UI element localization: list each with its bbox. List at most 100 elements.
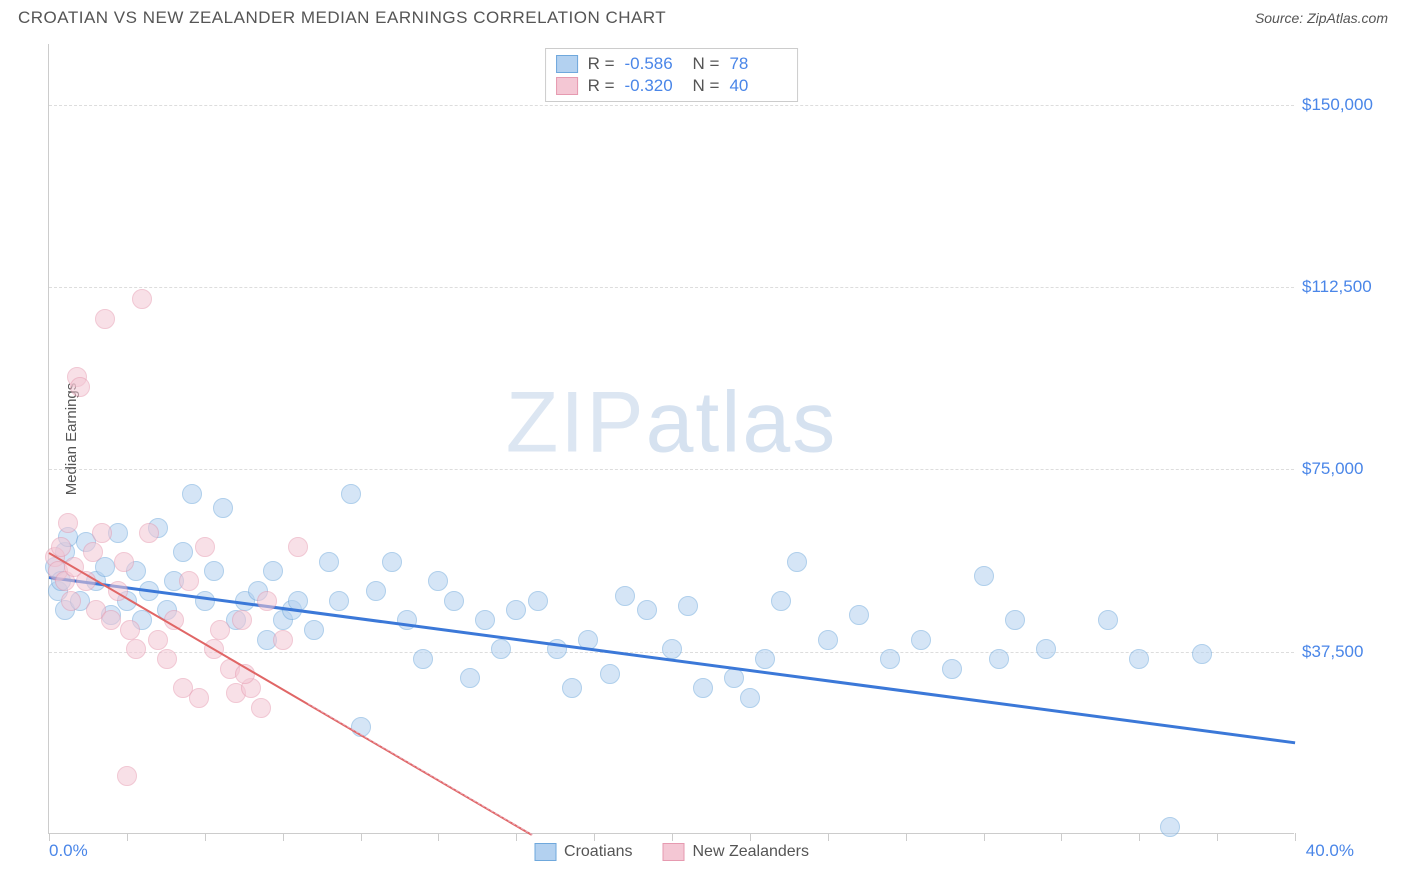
stat-r-value: -0.320 (625, 76, 683, 96)
data-point (132, 289, 152, 309)
data-point (787, 552, 807, 572)
x-tick (361, 833, 362, 841)
data-point (528, 591, 548, 611)
data-point (329, 591, 349, 611)
data-point (148, 630, 168, 650)
data-point (83, 542, 103, 562)
data-point (880, 649, 900, 669)
data-point (1036, 639, 1056, 659)
legend-swatch (556, 77, 578, 95)
data-point (204, 561, 224, 581)
data-point (189, 688, 209, 708)
stat-n-label: N = (693, 54, 720, 74)
x-tick (750, 833, 751, 841)
data-point (117, 766, 137, 786)
y-tick-label: $75,000 (1302, 459, 1398, 479)
stat-n-value: 78 (729, 54, 787, 74)
stat-r-label: R = (588, 54, 615, 74)
data-point (319, 552, 339, 572)
x-axis-max-label: 40.0% (1306, 841, 1354, 861)
y-axis-title: Median Earnings (63, 382, 80, 495)
gridline (49, 287, 1294, 288)
stat-n-label: N = (693, 76, 720, 96)
data-point (740, 688, 760, 708)
watermark: ZIPatlas (506, 373, 837, 472)
data-point (70, 377, 90, 397)
data-point (600, 664, 620, 684)
x-tick (1061, 833, 1062, 841)
legend-swatch (662, 843, 684, 861)
data-point (818, 630, 838, 650)
data-point (428, 571, 448, 591)
y-tick-label: $150,000 (1302, 95, 1398, 115)
x-tick (906, 833, 907, 841)
legend-label: New Zealanders (692, 843, 809, 861)
gridline (49, 469, 1294, 470)
data-point (1129, 649, 1149, 669)
data-point (263, 561, 283, 581)
data-point (724, 668, 744, 688)
y-tick-label: $37,500 (1302, 642, 1398, 662)
stats-row: R =-0.586N =78 (556, 53, 788, 75)
data-point (562, 678, 582, 698)
data-point (92, 523, 112, 543)
data-point (273, 630, 293, 650)
chart-title: CROATIAN VS NEW ZEALANDER MEDIAN EARNING… (18, 8, 666, 28)
data-point (506, 600, 526, 620)
data-point (61, 591, 81, 611)
data-point (95, 309, 115, 329)
data-point (942, 659, 962, 679)
x-tick (672, 833, 673, 841)
data-point (1005, 610, 1025, 630)
x-tick (1217, 833, 1218, 841)
x-tick (205, 833, 206, 841)
data-point (678, 596, 698, 616)
stat-r-label: R = (588, 76, 615, 96)
data-point (213, 498, 233, 518)
data-point (662, 639, 682, 659)
x-tick (594, 833, 595, 841)
data-point (232, 610, 252, 630)
data-point (1192, 644, 1212, 664)
x-tick (49, 833, 50, 841)
data-point (1160, 817, 1180, 837)
data-point (173, 542, 193, 562)
data-point (288, 537, 308, 557)
x-tick (828, 833, 829, 841)
x-tick (516, 833, 517, 841)
legend-item: New Zealanders (662, 843, 809, 861)
chart-plot-area: ZIPatlas Median Earnings 0.0% 40.0% R =-… (48, 44, 1294, 834)
data-point (341, 484, 361, 504)
data-point (101, 610, 121, 630)
x-tick (127, 833, 128, 841)
data-point (304, 620, 324, 640)
data-point (444, 591, 464, 611)
data-point (849, 605, 869, 625)
data-point (989, 649, 1009, 669)
series-legend: Croatians New Zealanders (534, 843, 809, 861)
trend-line (307, 703, 532, 835)
x-tick (984, 833, 985, 841)
data-point (615, 586, 635, 606)
legend-label: Croatians (564, 843, 632, 861)
data-point (637, 600, 657, 620)
data-point (755, 649, 775, 669)
data-point (179, 571, 199, 591)
legend-item: Croatians (534, 843, 632, 861)
data-point (139, 523, 159, 543)
data-point (257, 591, 277, 611)
x-tick (1139, 833, 1140, 841)
y-tick-label: $112,500 (1302, 277, 1398, 297)
data-point (382, 552, 402, 572)
data-point (475, 610, 495, 630)
x-tick (1295, 833, 1296, 841)
stats-row: R =-0.320N =40 (556, 75, 788, 97)
data-point (491, 639, 511, 659)
gridline (49, 105, 1294, 106)
data-point (366, 581, 386, 601)
x-tick (283, 833, 284, 841)
source-label: Source: ZipAtlas.com (1255, 10, 1388, 26)
data-point (771, 591, 791, 611)
data-point (251, 698, 271, 718)
stats-legend: R =-0.586N =78R =-0.320N =40 (545, 48, 799, 102)
